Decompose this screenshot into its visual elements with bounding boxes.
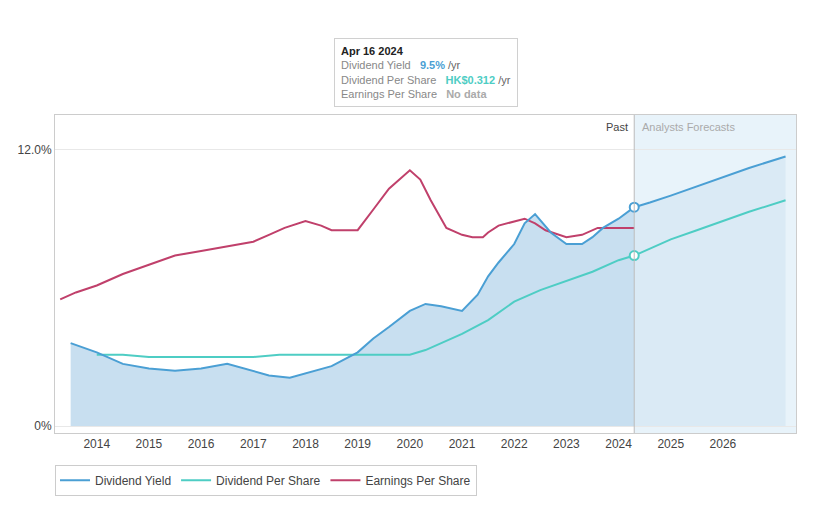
svg-text:2019: 2019 xyxy=(344,437,371,451)
svg-text:2022: 2022 xyxy=(501,437,528,451)
svg-text:2024: 2024 xyxy=(605,437,632,451)
svg-text:Earnings Per Share: Earnings Per Share xyxy=(365,474,470,488)
svg-text:2025: 2025 xyxy=(657,437,684,451)
svg-text:Dividend Yield: Dividend Yield xyxy=(95,474,171,488)
svg-text:Apr 16 2024Dividend Yield 9.: Apr 16 2024Dividend Yield 9.5% /yrDivide… xyxy=(341,45,511,100)
svg-text:0%: 0% xyxy=(34,419,52,433)
svg-text:2020: 2020 xyxy=(396,437,423,451)
svg-text:2015: 2015 xyxy=(136,437,163,451)
svg-text:2021: 2021 xyxy=(449,437,476,451)
svg-text:2016: 2016 xyxy=(188,437,215,451)
svg-text:2026: 2026 xyxy=(710,437,737,451)
svg-text:2014: 2014 xyxy=(83,437,110,451)
svg-text:Analysts Forecasts: Analysts Forecasts xyxy=(642,121,735,133)
svg-text:Past: Past xyxy=(606,121,628,133)
svg-text:2017: 2017 xyxy=(240,437,267,451)
svg-text:12.0%: 12.0% xyxy=(18,143,52,157)
svg-text:2023: 2023 xyxy=(553,437,580,451)
svg-text:Dividend Per Share: Dividend Per Share xyxy=(216,474,320,488)
svg-text:2018: 2018 xyxy=(292,437,319,451)
